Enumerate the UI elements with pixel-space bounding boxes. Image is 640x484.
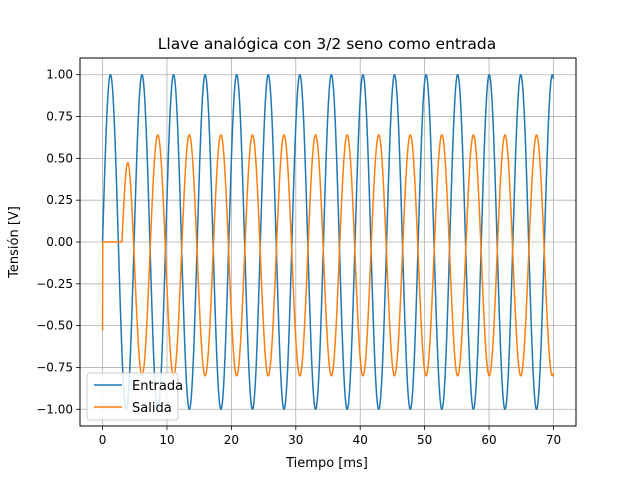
y-tick-label: −0.50	[36, 319, 73, 333]
legend-label-entrada: Entrada	[132, 379, 183, 394]
x-tick-label: 60	[481, 433, 496, 447]
y-tick-label: 1.00	[46, 68, 73, 82]
y-tick-label: 0.75	[46, 110, 73, 124]
y-tick-label: −1.00	[36, 402, 73, 416]
x-tick-label: 0	[99, 433, 107, 447]
y-tick-label: −0.75	[36, 360, 73, 374]
x-axis-label: Tiempo [ms]	[285, 456, 368, 471]
y-axis-label: Tensión [V]	[7, 206, 22, 279]
series-line-salida	[101, 134, 555, 377]
x-tick-label: 20	[224, 433, 239, 447]
x-tick-label: 50	[417, 433, 432, 447]
x-tick-label: 10	[159, 433, 174, 447]
legend-label-salida: Salida	[132, 401, 172, 416]
chart-title: Llave analógica con 3/2 seno como entrad…	[158, 35, 496, 53]
x-tick-label: 40	[353, 433, 368, 447]
y-tick-label: −0.25	[36, 277, 73, 291]
axes-frame	[79, 57, 577, 427]
series-line-entrada	[101, 73, 555, 411]
y-tick-label: 0.00	[46, 235, 73, 249]
series-layer	[101, 73, 555, 411]
x-tick-label: 30	[288, 433, 303, 447]
y-tick-label: 0.50	[46, 151, 73, 165]
y-tick-label: 0.25	[46, 193, 73, 207]
legend: Entrada Salida	[86, 372, 183, 421]
x-tick-label: 70	[546, 433, 561, 447]
ticks-layer: 0 10 20 30 40 50 60 70 −1.00 −0.75 −0.50 −0.25 0.00 0…	[36, 68, 561, 447]
